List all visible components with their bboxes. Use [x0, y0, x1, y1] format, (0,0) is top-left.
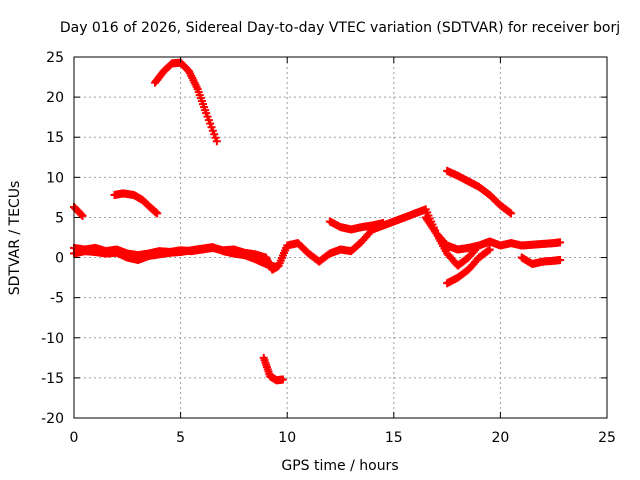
- y-tick-label: -5: [50, 291, 64, 307]
- x-tick-label: 15: [385, 430, 403, 446]
- y-tick-label: 20: [46, 90, 64, 106]
- series-arc-1: [70, 205, 565, 274]
- x-tick-label: 10: [278, 430, 296, 446]
- data-point: [475, 241, 484, 250]
- y-tick-label: -10: [41, 331, 64, 347]
- data-series: [70, 58, 565, 385]
- data-point: [77, 210, 86, 219]
- grid: [74, 57, 607, 418]
- y-tick-label: -20: [41, 411, 64, 427]
- data-point: [212, 137, 221, 146]
- y-tick-label: 5: [55, 210, 64, 226]
- data-point: [153, 209, 162, 218]
- series-arc-6: [259, 353, 287, 385]
- x-tick-label: 5: [176, 430, 185, 446]
- data-point: [507, 209, 516, 218]
- data-point: [78, 211, 87, 220]
- data-point: [505, 208, 514, 217]
- series-arc-7: [325, 217, 388, 234]
- series-arc-8: [421, 213, 484, 254]
- series-arc-2: [70, 243, 281, 272]
- data-point: [556, 238, 565, 247]
- y-tick-label: 0: [55, 251, 64, 267]
- ticks: 0 5 10 15 20 25 -20 -15 -10 -5 0 5 10 15 20 25: [41, 50, 616, 446]
- y-tick-label: 25: [46, 50, 64, 66]
- data-point: [278, 375, 287, 384]
- y-tick-label: 10: [46, 170, 64, 186]
- x-axis-label: GPS time / hours: [281, 458, 398, 474]
- x-tick-label: 0: [70, 430, 79, 446]
- y-axis-label: SDTVAR / TECUs: [7, 181, 23, 296]
- chart-title: Day 016 of 2026, Sidereal Day-to-day VTE…: [60, 20, 620, 36]
- data-point: [484, 246, 493, 255]
- series-arc-11: [517, 253, 565, 268]
- series-arc-10: [443, 166, 516, 218]
- plot-frame: [73, 56, 608, 419]
- y-tick-label: -15: [41, 371, 64, 387]
- data-point: [272, 263, 281, 272]
- series-arc-5: [151, 58, 221, 146]
- series-arc-9: [443, 245, 494, 288]
- data-point: [556, 255, 565, 264]
- x-tick-label: 20: [491, 430, 509, 446]
- data-point: [379, 219, 388, 228]
- x-tick-label: 25: [598, 430, 616, 446]
- y-tick-label: 15: [46, 130, 64, 146]
- data-point: [485, 245, 494, 254]
- series-arc-4: [110, 189, 162, 218]
